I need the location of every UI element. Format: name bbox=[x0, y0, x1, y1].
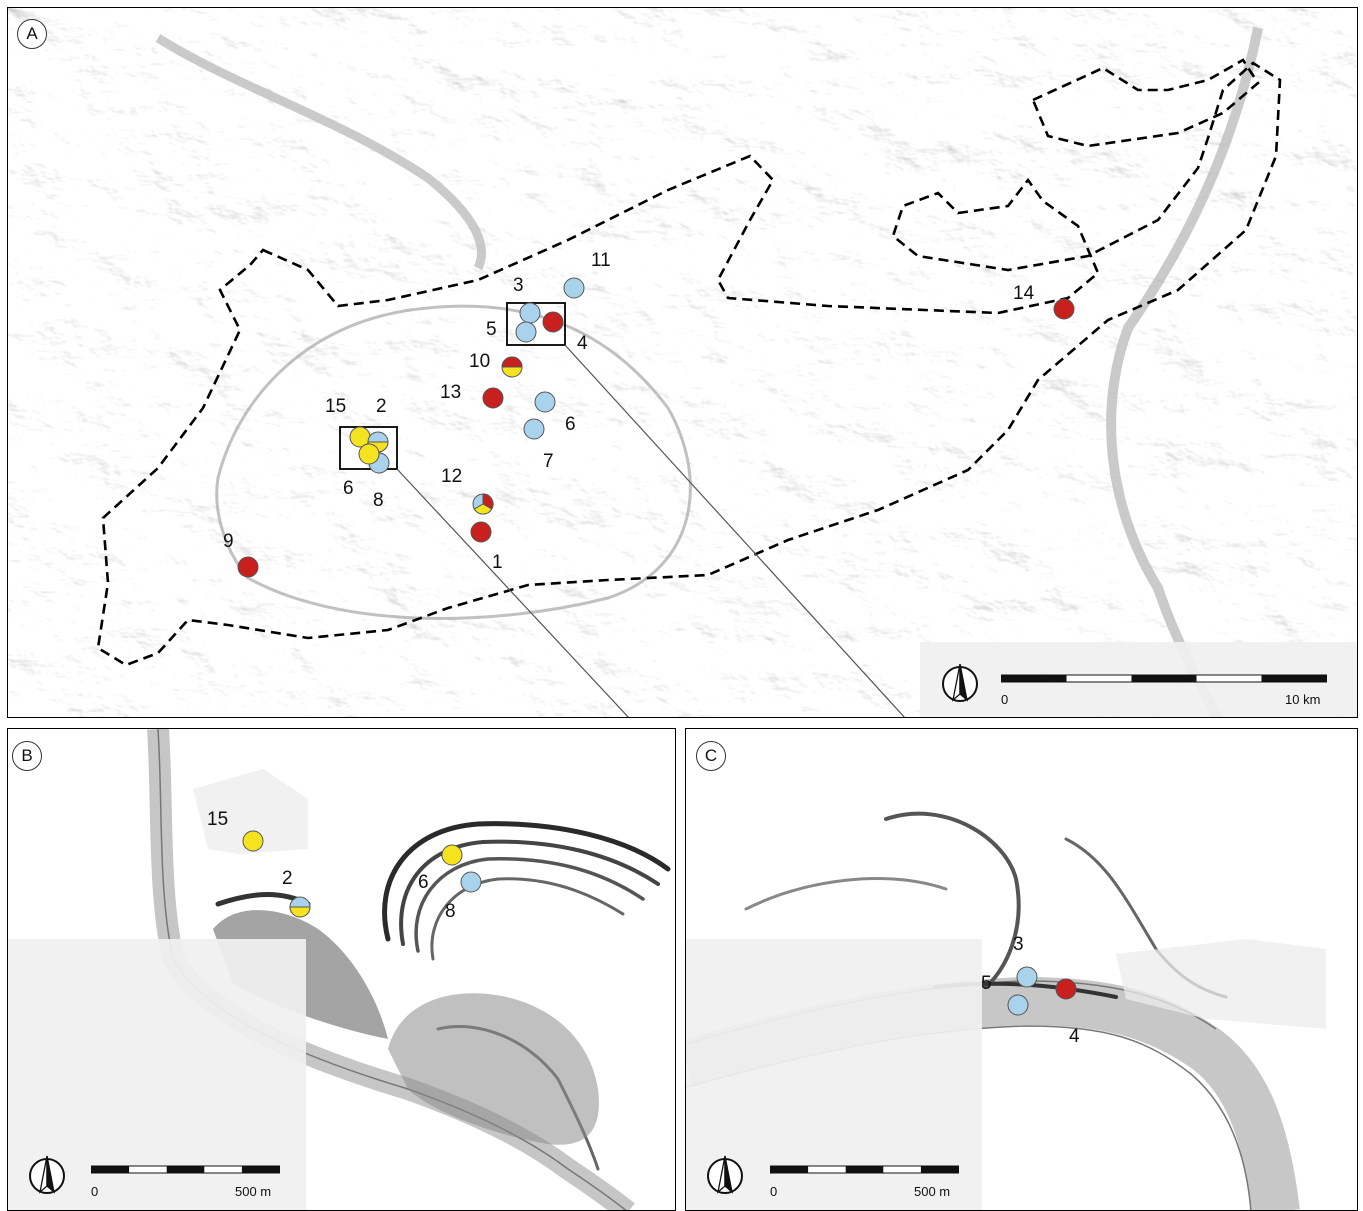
inset-frame-b bbox=[339, 426, 398, 470]
site-label-4: 4 bbox=[1069, 1026, 1080, 1047]
scale-legend-c: 0 500 m bbox=[685, 1138, 981, 1211]
site-label-4: 4 bbox=[577, 333, 588, 354]
scale-legend-b: 0 500 m bbox=[7, 1138, 305, 1211]
site-marker-6 bbox=[534, 391, 556, 413]
study-area-boundary bbox=[96, 61, 1282, 667]
site-label-10: 10 bbox=[469, 351, 491, 372]
bright-slope bbox=[193, 769, 308, 854]
site-label-5: 5 bbox=[486, 319, 497, 340]
site-label-9: 9 bbox=[223, 531, 234, 552]
site-label-3: 3 bbox=[513, 275, 524, 296]
panel-letter-b: B bbox=[12, 741, 42, 771]
scale-bar-a bbox=[1001, 674, 1327, 683]
scale-end-b: 500 m bbox=[235, 1184, 272, 1199]
scale-end-c: 500 m bbox=[914, 1184, 951, 1199]
north-arrow-icon bbox=[942, 663, 978, 702]
site-label-6: 6 bbox=[565, 414, 576, 435]
leader-line-c bbox=[564, 344, 905, 717]
site-label-13: 13 bbox=[440, 382, 462, 403]
site-label-6b: 6 bbox=[343, 478, 354, 499]
scale-start-c: 0 bbox=[770, 1184, 778, 1199]
site-marker-5 bbox=[515, 321, 537, 343]
site-marker-14 bbox=[1053, 298, 1075, 320]
hillshade-terrain-b bbox=[8, 729, 675, 1210]
site-marker-9 bbox=[237, 556, 259, 578]
site-label-7: 7 bbox=[543, 451, 554, 472]
site-marker-15 bbox=[242, 830, 264, 852]
site-marker-11 bbox=[563, 277, 585, 299]
plateau-escarpment bbox=[215, 304, 692, 620]
scale-box-a: 0 10 km bbox=[920, 642, 1357, 717]
bright-field bbox=[1116, 939, 1326, 1029]
study-area-boundary bbox=[1031, 58, 1260, 148]
scale-bar-c bbox=[770, 1165, 959, 1174]
panel-b-detail-map: B 15 2 6 8 bbox=[7, 728, 676, 1211]
site-marker-1 bbox=[470, 521, 492, 543]
panel-a-overview-map: A 11 3 5 4 10 13 15 2 6 7 6 8 12 1 9 14 … bbox=[7, 7, 1358, 718]
site-marker-5 bbox=[1007, 994, 1029, 1016]
panel-letter-c: C bbox=[696, 741, 726, 771]
site-marker-10 bbox=[501, 356, 523, 378]
north-arrow-icon bbox=[707, 1155, 743, 1194]
site-marker-6b bbox=[358, 443, 380, 465]
site-marker-12 bbox=[472, 493, 494, 515]
site-label-6: 6 bbox=[418, 872, 429, 893]
site-marker-4 bbox=[542, 311, 564, 333]
site-marker-7 bbox=[523, 418, 545, 440]
scale-bar-b bbox=[91, 1165, 280, 1174]
site-label-5: 5 bbox=[981, 973, 992, 994]
site-label-14: 14 bbox=[1013, 283, 1035, 304]
site-marker-8 bbox=[460, 871, 482, 893]
north-arrow-icon bbox=[29, 1155, 65, 1194]
scale-start-b: 0 bbox=[91, 1184, 99, 1199]
site-label-15: 15 bbox=[207, 809, 229, 830]
panel-c-detail-map: C 3 5 4 bbox=[685, 728, 1358, 1211]
inset-frame-c bbox=[506, 302, 566, 346]
site-label-8: 8 bbox=[373, 490, 384, 511]
site-marker-2 bbox=[289, 896, 311, 918]
site-label-2: 2 bbox=[282, 868, 293, 889]
site-label-3: 3 bbox=[1013, 934, 1024, 955]
panel-letter-a: A bbox=[17, 19, 47, 49]
leader-line-b bbox=[396, 468, 629, 717]
site-marker-13 bbox=[482, 387, 504, 409]
site-label-11: 11 bbox=[591, 250, 611, 271]
scale-start-a: 0 bbox=[1001, 692, 1009, 707]
site-label-1: 1 bbox=[492, 552, 503, 573]
site-label-15: 15 bbox=[325, 396, 347, 417]
site-label-12: 12 bbox=[441, 466, 463, 487]
site-label-2: 2 bbox=[376, 396, 387, 417]
hillshade-terrain-a bbox=[8, 8, 1357, 717]
quarry-pit-shadow bbox=[388, 993, 599, 1145]
site-marker-3 bbox=[1016, 966, 1038, 988]
site-marker-6 bbox=[441, 844, 463, 866]
site-label-8: 8 bbox=[445, 901, 456, 922]
scale-end-a: 10 km bbox=[1285, 692, 1321, 707]
site-marker-3 bbox=[519, 302, 541, 324]
site-marker-4 bbox=[1055, 978, 1077, 1000]
river-valley bbox=[155, 34, 486, 271]
